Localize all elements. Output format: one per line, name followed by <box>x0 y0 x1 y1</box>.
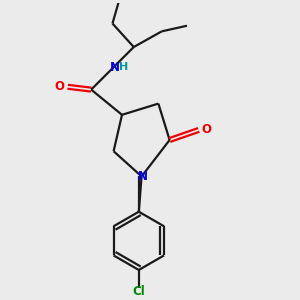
Text: O: O <box>55 80 65 93</box>
Text: Cl: Cl <box>132 285 145 298</box>
Text: H: H <box>119 62 128 72</box>
Text: O: O <box>201 123 211 136</box>
Text: N: N <box>138 170 148 184</box>
Text: N: N <box>110 61 120 74</box>
